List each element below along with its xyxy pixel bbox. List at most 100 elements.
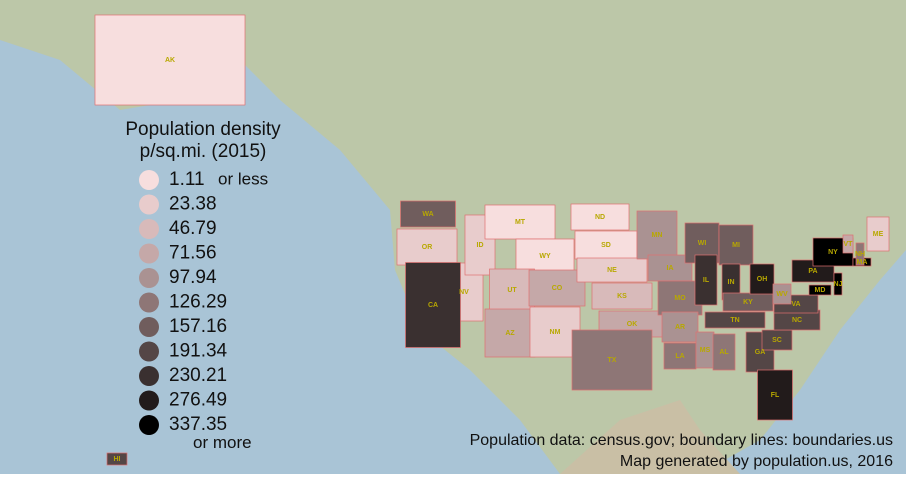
state-label: MI <box>732 242 740 249</box>
legend-value: 23.38 <box>169 194 217 215</box>
state-label: OR <box>422 244 433 251</box>
state <box>663 342 697 370</box>
state <box>106 452 128 466</box>
state <box>515 238 575 274</box>
state-label: TN <box>730 317 739 324</box>
state-label: CO <box>552 285 563 292</box>
state-label: PA <box>808 268 817 275</box>
state <box>464 214 496 276</box>
state <box>400 200 456 228</box>
state-label: HI <box>114 456 121 463</box>
state-label: KY <box>743 299 753 306</box>
legend-value: 126.29 <box>169 292 227 313</box>
state <box>661 311 699 343</box>
state <box>808 284 832 296</box>
state-label: MT <box>515 219 526 226</box>
legend-value: 71.56 <box>169 243 217 264</box>
state-label: NC <box>792 317 802 324</box>
state-label: NH <box>855 251 865 258</box>
state <box>842 234 854 254</box>
state-label: VT <box>844 241 854 248</box>
state-label: AL <box>719 349 729 356</box>
credit: Map generated by population.us, 2016 <box>620 453 893 470</box>
state <box>855 242 865 266</box>
state-label: AK <box>165 57 175 64</box>
state <box>712 333 736 371</box>
state <box>576 257 648 283</box>
state-label: IL <box>703 277 710 284</box>
state-label: VA <box>791 301 800 308</box>
legend-swatch <box>139 341 159 362</box>
state-label: MO <box>674 295 686 302</box>
state-label: NV <box>459 289 469 296</box>
state-label: LA <box>675 353 684 360</box>
state-label: WA <box>422 211 433 218</box>
state <box>94 14 246 106</box>
state <box>574 230 638 260</box>
legend-swatch <box>139 194 159 215</box>
state-label: FL <box>771 392 780 399</box>
states: AK HI WA OR NV CA ID MT WY UT AZ CO NM ND SD NE KS OK TX MN… <box>94 14 890 466</box>
state <box>571 329 653 391</box>
state <box>528 269 586 307</box>
legend-value: 97.94 <box>169 267 217 288</box>
state-label: MA <box>857 259 868 266</box>
state-label: ID <box>477 242 484 249</box>
state <box>396 228 458 266</box>
state <box>694 254 718 306</box>
legend-value: 1.11 <box>169 169 205 190</box>
state-label: NY <box>828 249 838 256</box>
legend-value: 157.16 <box>169 316 227 337</box>
state <box>757 369 793 421</box>
state-label: WV <box>776 291 788 298</box>
legend-swatch <box>139 268 159 288</box>
state <box>570 203 630 231</box>
legend-value: 230.21 <box>169 365 227 386</box>
state-label: IN <box>728 279 735 286</box>
state-label: WI <box>698 240 707 247</box>
state-label: ME <box>873 231 884 238</box>
state <box>636 210 678 260</box>
state-label: IA <box>667 265 674 272</box>
state <box>833 272 843 296</box>
state-label: CA <box>428 302 438 309</box>
state-label: MN <box>652 232 663 239</box>
state-label: GA <box>755 349 766 356</box>
legend: Population density p/sq.mi. (2015) 1.11 2… <box>125 119 281 452</box>
legend-swatch <box>139 243 159 264</box>
legend-swatch <box>139 292 159 313</box>
state-label: SD <box>601 242 611 249</box>
state <box>866 216 890 252</box>
legend-value: 46.79 <box>169 218 217 239</box>
legend-swatch <box>139 317 159 337</box>
state-label: AR <box>675 324 685 331</box>
legend-swatch <box>139 390 159 411</box>
legend-title: Population density <box>125 119 281 140</box>
state-label: NM <box>550 329 561 336</box>
state <box>749 263 775 295</box>
state-label: UT <box>507 287 517 294</box>
state <box>772 283 792 305</box>
legend-swatch <box>139 219 159 239</box>
state-label: KS <box>617 293 627 300</box>
legend-value: 191.34 <box>169 341 228 362</box>
state-label: WY <box>539 253 551 260</box>
legend-swatch <box>139 366 159 386</box>
state <box>647 254 693 282</box>
legend-note: or more <box>193 433 252 452</box>
state <box>704 311 766 329</box>
state-label: ND <box>595 214 605 221</box>
state-label: AZ <box>505 330 515 337</box>
legend-swatch <box>139 415 159 435</box>
state <box>484 204 556 240</box>
legend-value: 276.49 <box>169 390 227 411</box>
legend-subtitle: p/sq.mi. (2015) <box>140 141 267 162</box>
state <box>405 262 461 348</box>
state-label: OH <box>757 276 768 283</box>
state <box>591 282 653 310</box>
state-label: NJ <box>834 281 843 288</box>
state-label: TX <box>608 357 617 364</box>
state <box>718 224 754 266</box>
credit: Population data: census.gov; boundary li… <box>470 432 893 449</box>
